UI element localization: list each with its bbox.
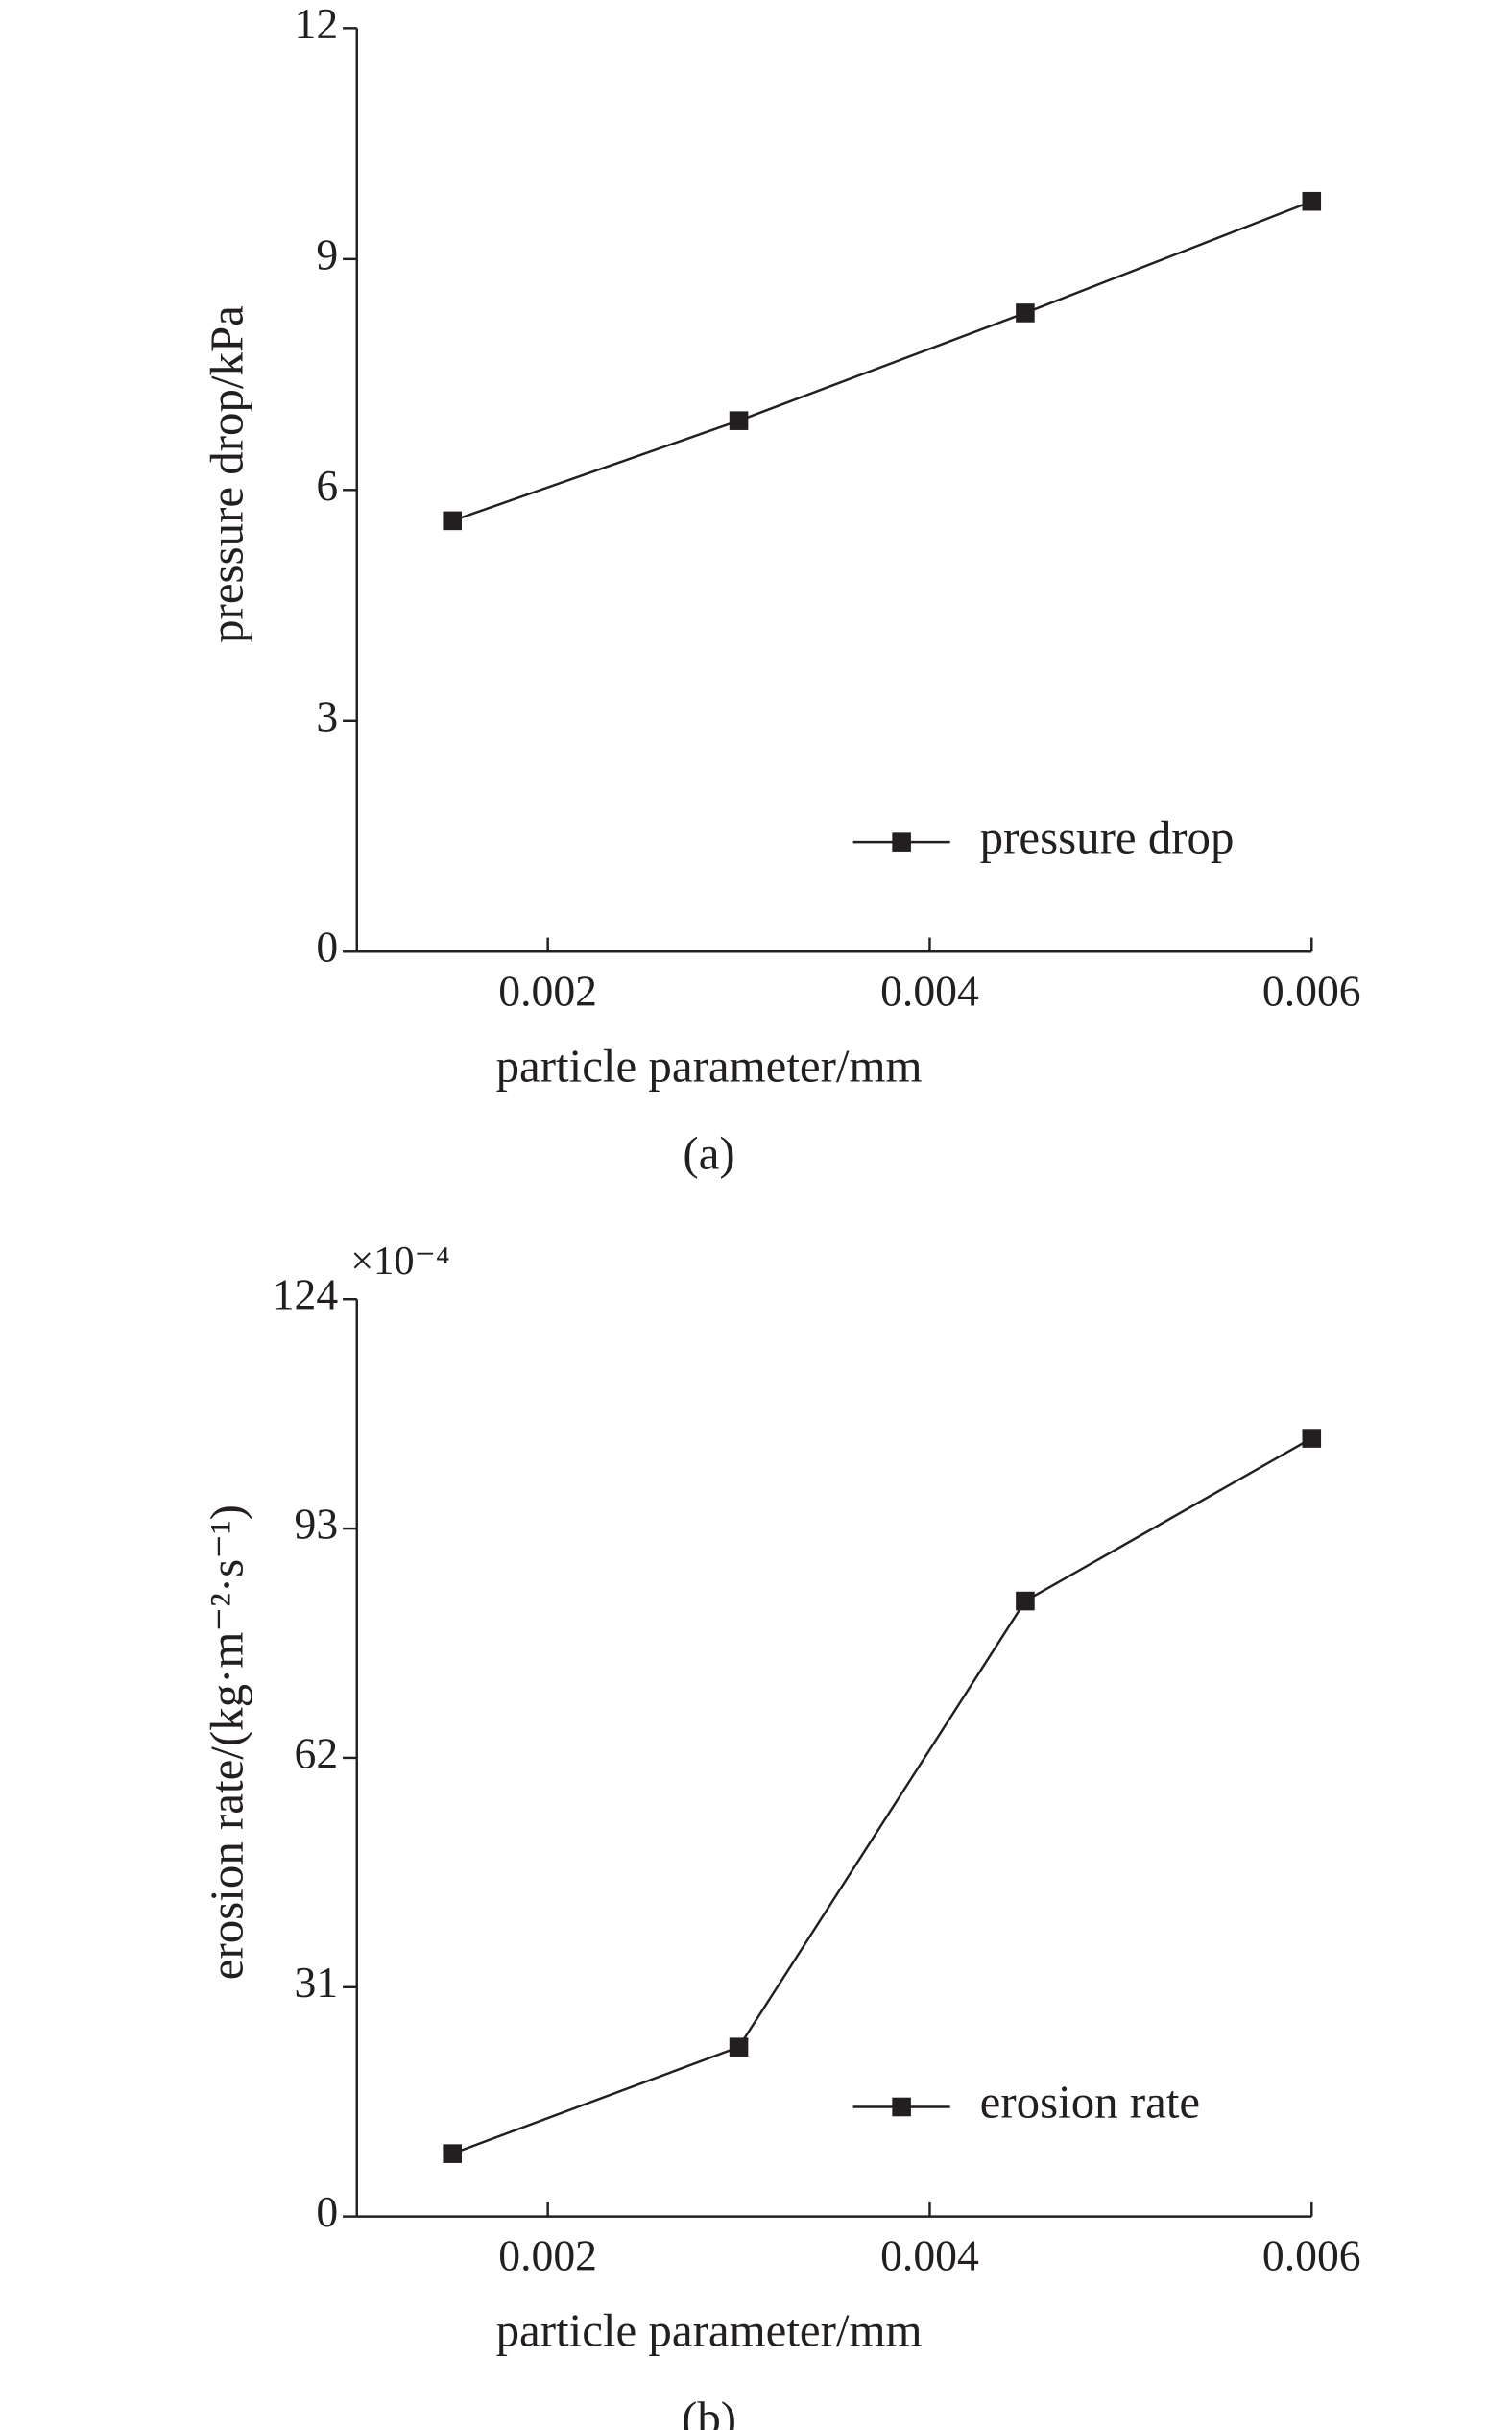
- data-point: [1302, 191, 1322, 211]
- y-tick-label: 6: [316, 461, 338, 510]
- y-multiplier: ×10⁻⁴: [350, 1239, 449, 1284]
- data-point: [1016, 303, 1035, 323]
- caption: (b): [682, 2392, 736, 2430]
- x-tick-label: 0.004: [880, 966, 979, 1015]
- x-tick-label: 0.004: [880, 2231, 979, 2280]
- y-tick-label: 124: [273, 1270, 339, 1319]
- x-axis-label: particle parameter/mm: [496, 1039, 923, 1092]
- x-axis-label: particle parameter/mm: [496, 2304, 923, 2357]
- x-tick-label: 0.006: [1262, 2231, 1361, 2280]
- data-line: [451, 1437, 1312, 2155]
- data-point: [729, 411, 749, 430]
- y-axis-label: erosion rate/(kg·m⁻²·s⁻¹): [201, 1504, 253, 1980]
- data-line: [451, 200, 1312, 522]
- x-tick-label: 0.006: [1262, 966, 1361, 1015]
- legend-marker: [892, 2097, 911, 2117]
- data-point: [1016, 1591, 1035, 1611]
- y-tick-label: 0: [316, 2187, 338, 2236]
- y-tick-label: 9: [316, 229, 338, 278]
- y-axis-label: pressure drop/kPa: [201, 305, 253, 643]
- x-tick-label: 0.002: [498, 2231, 597, 2280]
- data-point: [443, 511, 462, 531]
- y-tick-label: 93: [295, 1500, 339, 1549]
- legend-label: pressure drop: [980, 810, 1235, 863]
- data-point: [729, 2037, 749, 2057]
- y-tick-label: 31: [295, 1958, 339, 2007]
- data-point: [1302, 1429, 1322, 1448]
- y-tick-label: 3: [316, 691, 338, 740]
- legend-label: erosion rate: [980, 2076, 1201, 2129]
- y-tick-label: 12: [295, 0, 339, 48]
- y-tick-label: 0: [316, 923, 338, 972]
- caption: (a): [683, 1127, 734, 1180]
- x-tick-label: 0.002: [498, 966, 597, 1015]
- y-tick-label: 62: [295, 1728, 339, 1777]
- legend-marker: [892, 832, 911, 852]
- data-point: [443, 2144, 462, 2163]
